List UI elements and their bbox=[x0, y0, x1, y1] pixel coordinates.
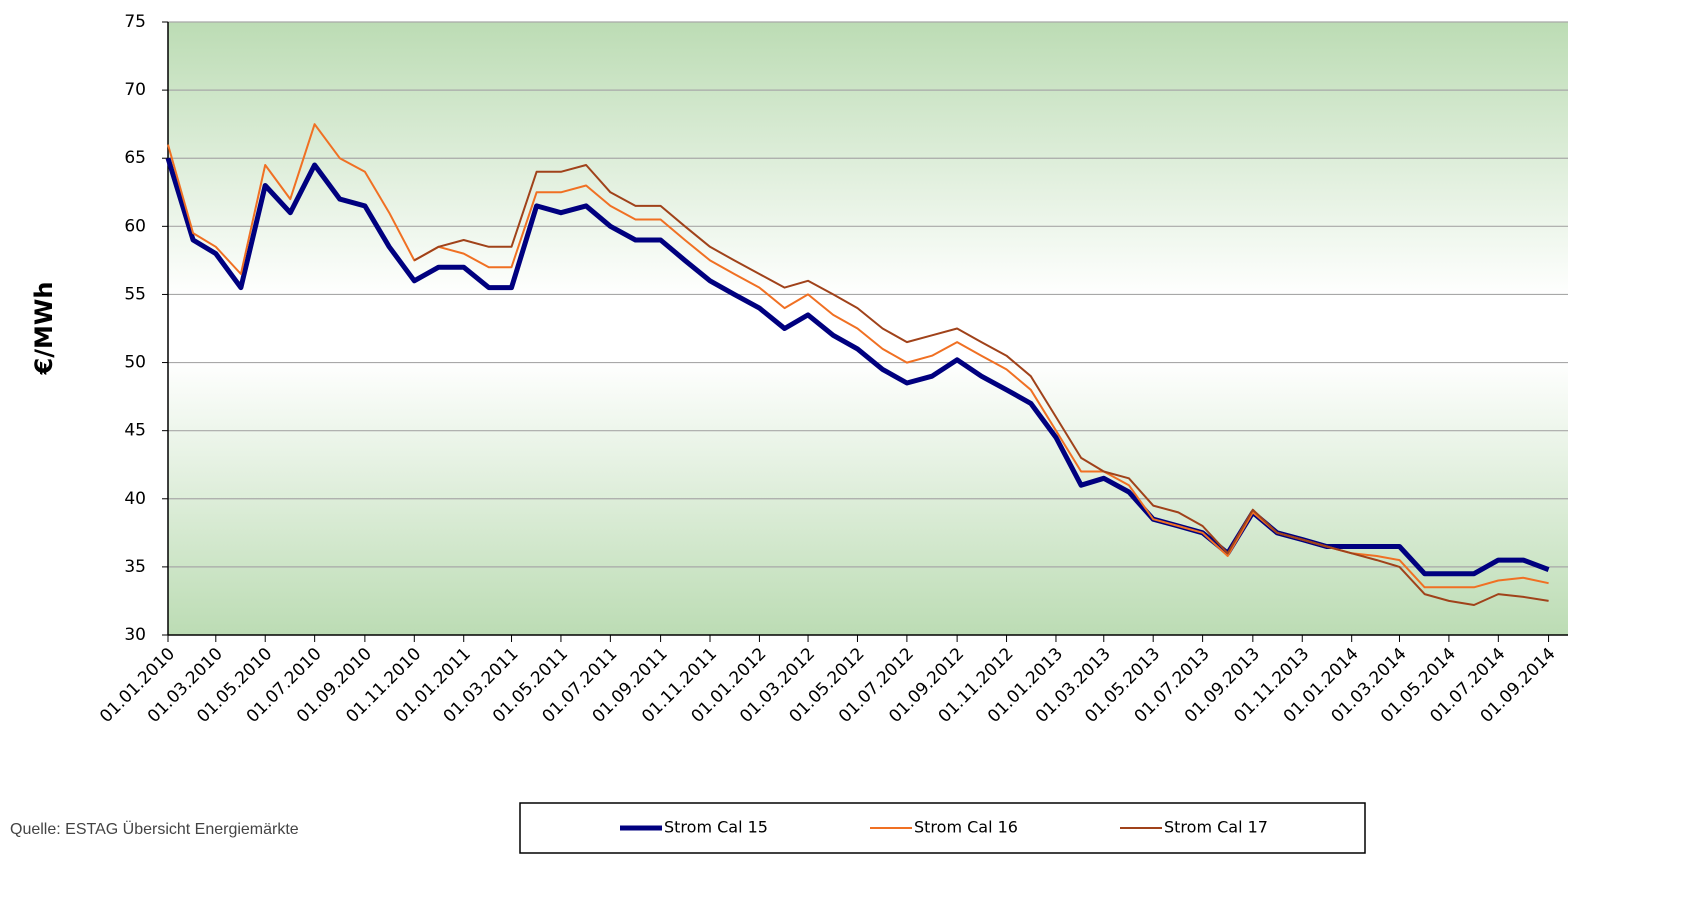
plot-area bbox=[168, 22, 1568, 635]
y-tick-label: 50 bbox=[124, 353, 146, 373]
series-line bbox=[413, 164, 1549, 606]
y-tick-label: 65 bbox=[124, 148, 146, 168]
y-tick-label: 45 bbox=[124, 421, 146, 441]
y-tick-label: 40 bbox=[124, 489, 146, 509]
y-tick-label: 55 bbox=[124, 284, 146, 304]
legend-label: Strom Cal 15 bbox=[664, 818, 768, 837]
y-axis-label: €/MWh bbox=[30, 282, 58, 376]
legend-label: Strom Cal 17 bbox=[1164, 818, 1268, 837]
y-tick-label: 35 bbox=[124, 557, 146, 577]
y-tick-label: 60 bbox=[124, 216, 146, 236]
source: Quelle: ESTAG Übersicht Energiemärkte bbox=[10, 820, 299, 838]
y-tick-label: 30 bbox=[124, 625, 146, 645]
y-tick-label: 70 bbox=[124, 80, 146, 100]
y-tick-label: 75 bbox=[124, 12, 146, 32]
legend-label: Strom Cal 16 bbox=[914, 818, 1018, 837]
